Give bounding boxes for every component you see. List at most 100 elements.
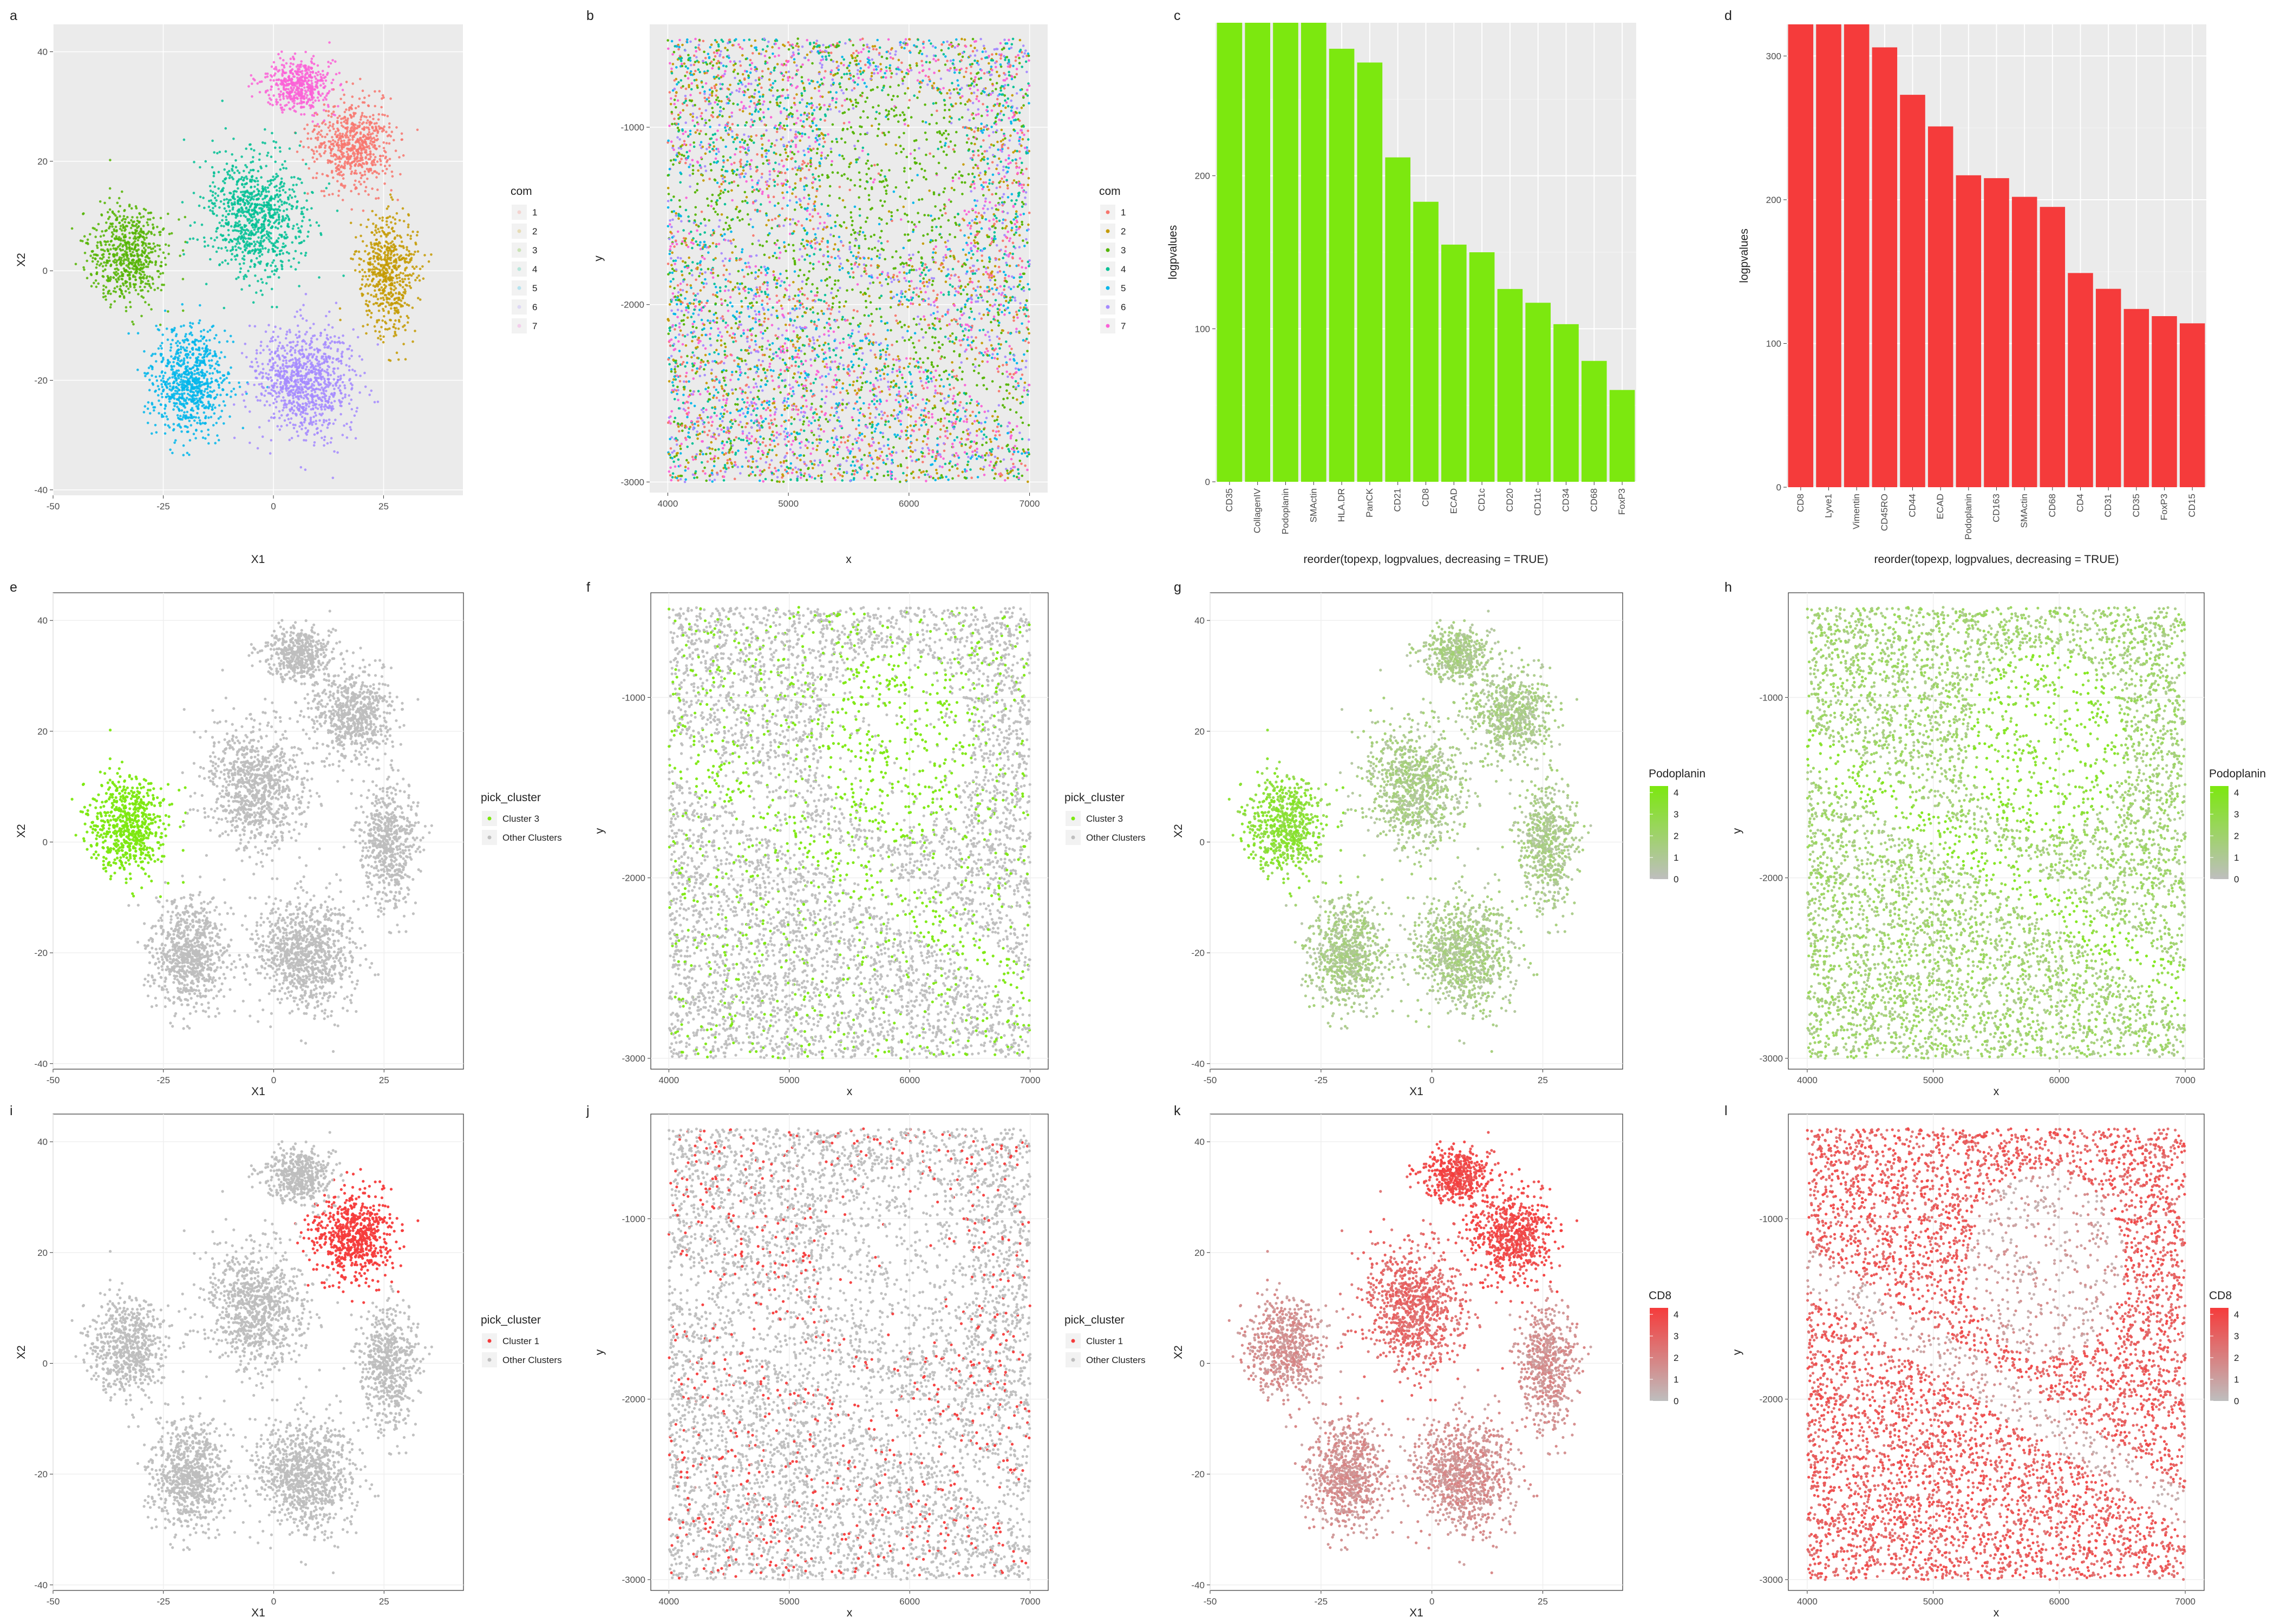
scatter-point (193, 192, 195, 194)
scatter-point (395, 327, 397, 330)
scatter-point (100, 263, 102, 265)
scatter-point (130, 207, 133, 210)
scatter-point (401, 297, 404, 300)
scatter-point (382, 170, 384, 173)
scatter-point (108, 257, 110, 259)
scatter-point (406, 246, 408, 249)
scatter-point (252, 169, 254, 172)
scatter-point (258, 153, 261, 155)
scatter-point (342, 136, 344, 139)
scatter-point (380, 235, 382, 238)
scatter-point (365, 122, 368, 125)
scatter-point (366, 178, 369, 180)
scatter-point (248, 172, 251, 174)
scatter-point (167, 253, 170, 256)
scatter-point (394, 309, 396, 312)
scatter-point (254, 274, 257, 277)
scatter-point (102, 270, 104, 273)
scatter-point (373, 141, 376, 143)
scatter-point (280, 204, 283, 206)
scatter-point (230, 225, 233, 228)
scatter-point (135, 223, 138, 226)
scatter-point (378, 231, 381, 233)
scatter-point (307, 132, 310, 135)
scatter-point (368, 263, 370, 266)
scatter-point (133, 268, 135, 271)
scatter-point (398, 319, 401, 322)
scatter-point (383, 315, 385, 318)
scatter-point (154, 245, 156, 248)
scatter-point (402, 272, 404, 275)
scatter-point (154, 250, 156, 252)
scatter-point (325, 110, 328, 113)
scatter-point (358, 251, 361, 253)
scatter-point (87, 239, 89, 241)
scatter-point (336, 136, 338, 139)
scatter-point (381, 127, 383, 130)
scatter-point (368, 275, 371, 278)
scatter-point (227, 263, 230, 265)
scatter-point (415, 265, 418, 268)
scatter-point (300, 211, 303, 213)
scatter-point (339, 98, 342, 101)
scatter-point (315, 176, 318, 179)
scatter-point (126, 248, 128, 251)
scatter-point (135, 249, 138, 252)
scatter-point (108, 227, 110, 230)
scatter-point (358, 160, 361, 162)
scatter-point (340, 184, 343, 187)
scatter-point (127, 266, 130, 269)
scatter-point (373, 266, 375, 269)
scatter-point (323, 103, 326, 106)
scatter-point (294, 195, 297, 198)
scatter-point (296, 150, 299, 153)
scatter-point (391, 227, 394, 230)
scatter-point (96, 246, 99, 249)
scatter-point (413, 253, 415, 256)
scatter-point (356, 152, 359, 155)
scatter-point (329, 121, 331, 124)
scatter-point (384, 165, 387, 167)
scatter-point (340, 117, 343, 120)
scatter-point (266, 154, 269, 157)
scatter-point (135, 270, 138, 273)
scatter-point (105, 264, 108, 267)
scatter-point (382, 290, 385, 292)
scatter-point (331, 170, 334, 173)
scatter-point (167, 310, 169, 313)
scatter-point (282, 215, 284, 218)
scatter-point (115, 278, 117, 281)
scatter-point (94, 257, 97, 260)
scatter-point (323, 141, 326, 144)
scatter-point (371, 187, 374, 190)
scatter-point (369, 257, 372, 260)
scatter-point (284, 231, 286, 234)
scatter-point (213, 171, 215, 174)
scatter-point (371, 280, 374, 283)
y-tick-label: 20 (37, 156, 48, 167)
scatter-point (112, 211, 114, 214)
scatter-point (109, 248, 112, 251)
scatter-point (119, 244, 121, 247)
scatter-point (345, 81, 348, 83)
scatter-point (373, 255, 375, 258)
scatter-point (366, 146, 369, 148)
scatter-point (408, 278, 410, 280)
scatter-point (395, 302, 397, 305)
scatter-point (303, 128, 306, 130)
scatter-point (389, 135, 392, 137)
scatter-point (385, 130, 388, 133)
scatter-point (107, 218, 110, 220)
scatter-point (373, 234, 376, 237)
scatter-point (374, 286, 377, 289)
scatter-point (393, 254, 395, 257)
scatter-point (178, 218, 180, 221)
scatter-point (371, 127, 374, 130)
scatter-point (119, 288, 121, 291)
scatter-point (245, 207, 248, 210)
scatter-point (320, 129, 323, 132)
scatter-point (102, 253, 105, 256)
scatter-point (119, 215, 121, 218)
scatter-point (202, 197, 205, 199)
scatter-point (130, 227, 133, 230)
